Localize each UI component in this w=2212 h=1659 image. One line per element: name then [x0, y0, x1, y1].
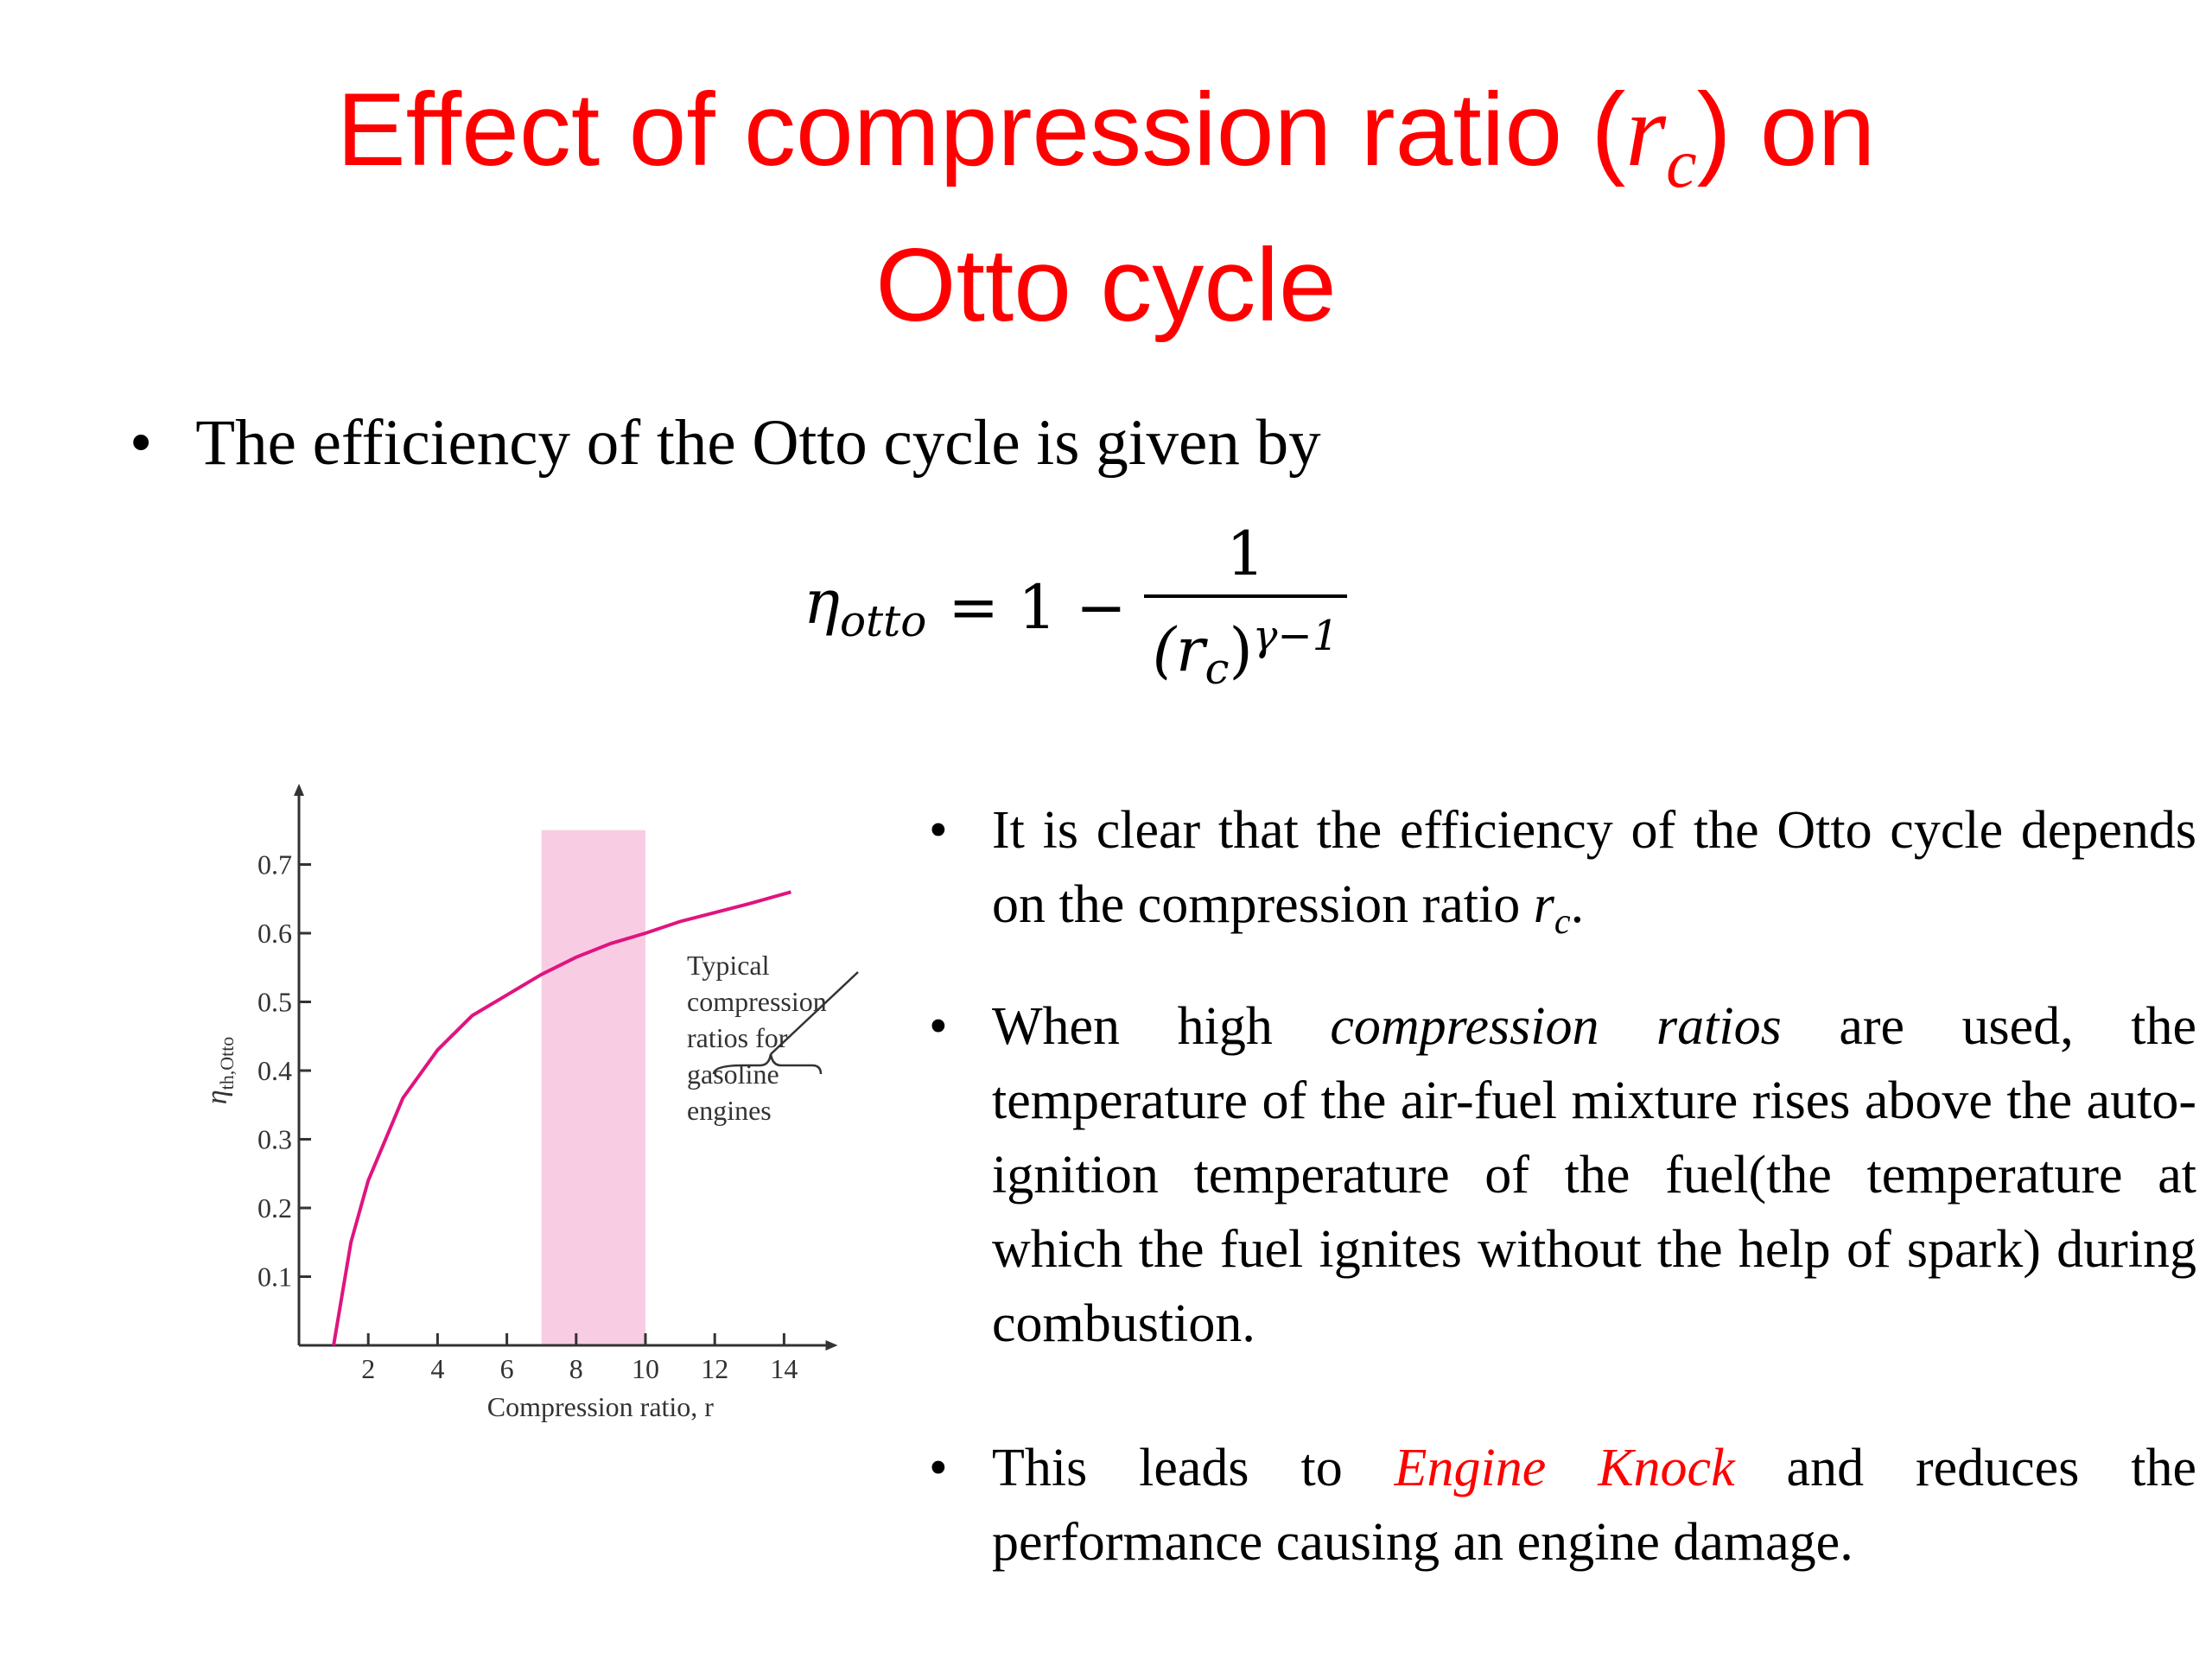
x-tick-label: 2: [361, 1353, 375, 1384]
title-sub: c: [1666, 126, 1697, 202]
y-tick-label: 0.4: [257, 1055, 292, 1086]
series-line: [332, 890, 791, 1346]
den-sub: c: [1205, 644, 1230, 695]
x-tick-label: 12: [701, 1353, 728, 1384]
x-arrow: [825, 1340, 838, 1351]
bullet-text: When high: [992, 997, 1331, 1056]
y-tick-label: 0.2: [257, 1192, 292, 1224]
annotation: Typical: [687, 950, 770, 981]
x-tick-label: 4: [430, 1353, 444, 1384]
bullet-emph: Engine Knock: [1394, 1439, 1735, 1497]
bullet-emph: compression ratios: [1330, 997, 1782, 1056]
intro-bullet: • The efficiency of the Otto cycle is giv…: [130, 407, 1321, 479]
bullet: • When high compression ratios are used, …: [929, 997, 2197, 1353]
title-line-2: Otto cycle: [875, 227, 1337, 343]
bullet-text: are used, the temperature of the air-fue…: [992, 997, 2197, 1353]
formula-denominator: (rc)γ−1: [1143, 594, 1348, 696]
x-tick-label: 8: [569, 1353, 583, 1384]
bullet-text: It is clear that the efficiency of the O…: [992, 801, 2196, 934]
chart: 2 4 6 8 10 12 14 0.1 0.2 0.3 0.4 0.5 0.6 0.7 Compressi…: [201, 784, 859, 1422]
y-tick-label: 0.1: [257, 1262, 292, 1293]
y-label-symbol: η: [201, 1090, 233, 1104]
annotation: ratios for: [687, 1022, 788, 1053]
bullet-text: This leads to: [992, 1439, 1395, 1497]
formula-lhs-sub: otto: [839, 595, 927, 646]
x-tick-label: 6: [500, 1353, 514, 1384]
den-exp: γ−1: [1252, 612, 1339, 660]
title-text: Effect of compression ratio (: [336, 72, 1626, 188]
bullet: • This leads to Engine Knock and reduces …: [929, 1439, 2197, 1572]
y-tick-label: 0.3: [257, 1124, 292, 1155]
formula-numerator: 1: [1226, 518, 1265, 589]
y-axis-label: ηth,Otto: [201, 1037, 238, 1105]
leader-line: [770, 971, 859, 1055]
y-tick-label: 0.5: [257, 987, 292, 1018]
formula-middle: = 1 −: [948, 571, 1127, 643]
intro-text: The efficiency of the Otto cycle is give…: [195, 407, 1321, 479]
bullet-text: .: [1570, 875, 1585, 934]
bullet-var: r: [1533, 875, 1554, 934]
highlight-band: [541, 830, 645, 1345]
y-arrow: [294, 784, 304, 796]
annotation: engines: [687, 1095, 772, 1126]
title-line-1: Effect of compression ratio (rc) on: [0, 69, 2212, 225]
x-tick-label: 10: [632, 1353, 659, 1384]
den-close: ): [1229, 614, 1253, 686]
y-label-sub: th,Otto: [216, 1037, 238, 1090]
x-axis-label: Compression ratio, r: [487, 1391, 715, 1422]
formula: ηotto = 1 − 1 (rc)γ−1: [804, 518, 1348, 696]
title-text: ) on: [1696, 72, 1876, 188]
annotation: compression: [687, 986, 827, 1017]
x-tick-label: 14: [770, 1353, 798, 1384]
den-open: (r: [1152, 614, 1205, 686]
y-tick-label: 0.7: [257, 849, 292, 880]
formula-lhs: η: [804, 566, 840, 638]
annotation: gasoline: [687, 1058, 779, 1090]
bullet-text: and reduces the performance causing an e…: [992, 1439, 2197, 1572]
y-tick-label: 0.6: [257, 918, 292, 949]
bullet-sub: c: [1554, 902, 1571, 943]
title-var: r: [1625, 73, 1667, 188]
bullet: • It is clear that the efficiency of the …: [929, 801, 2196, 943]
formula-fraction: 1 (rc)γ−1: [1143, 518, 1348, 696]
